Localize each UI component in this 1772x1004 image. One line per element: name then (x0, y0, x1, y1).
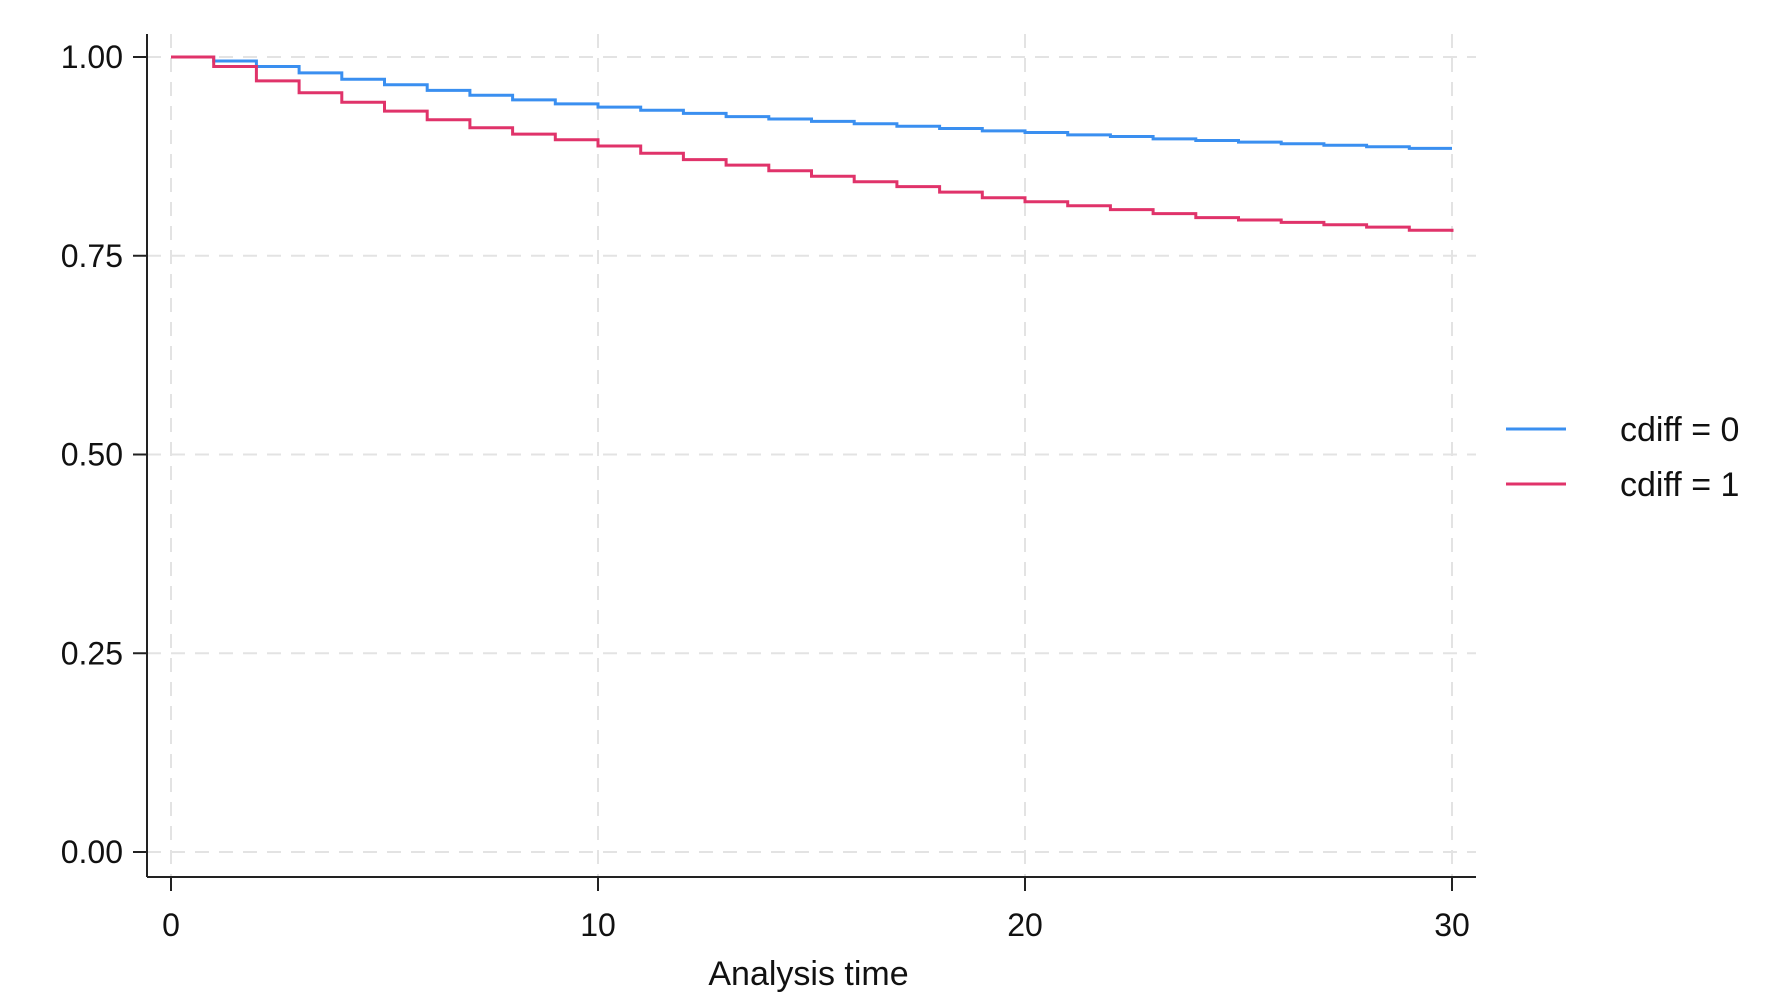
x-tick-label: 0 (162, 907, 180, 943)
y-tick-label: 1.00 (61, 39, 123, 75)
legend-label-1: cdiff = 1 (1620, 466, 1739, 504)
y-tick-label: 0.50 (61, 437, 123, 473)
legend-label-0: cdiff = 0 (1620, 411, 1739, 449)
y-tick-label: 0.00 (61, 834, 123, 870)
x-tick-label: 30 (1434, 907, 1470, 943)
series-line-1 (171, 55, 1454, 232)
x-axis-title: Analysis time (708, 955, 908, 993)
y-tick-label: 0.75 (61, 238, 123, 274)
series-line-0 (171, 55, 1452, 150)
x-tick-label: 20 (1007, 907, 1043, 943)
x-tick-label: 10 (580, 907, 616, 943)
legend: cdiff = 0 cdiff = 1 (1506, 411, 1739, 504)
axes: 0.00 0.25 0.50 0.75 1.00 0 10 20 30 Analysis time (61, 34, 1476, 993)
y-tick-label: 0.25 (61, 635, 123, 671)
series-lines (171, 55, 1454, 232)
grid (147, 34, 1476, 877)
